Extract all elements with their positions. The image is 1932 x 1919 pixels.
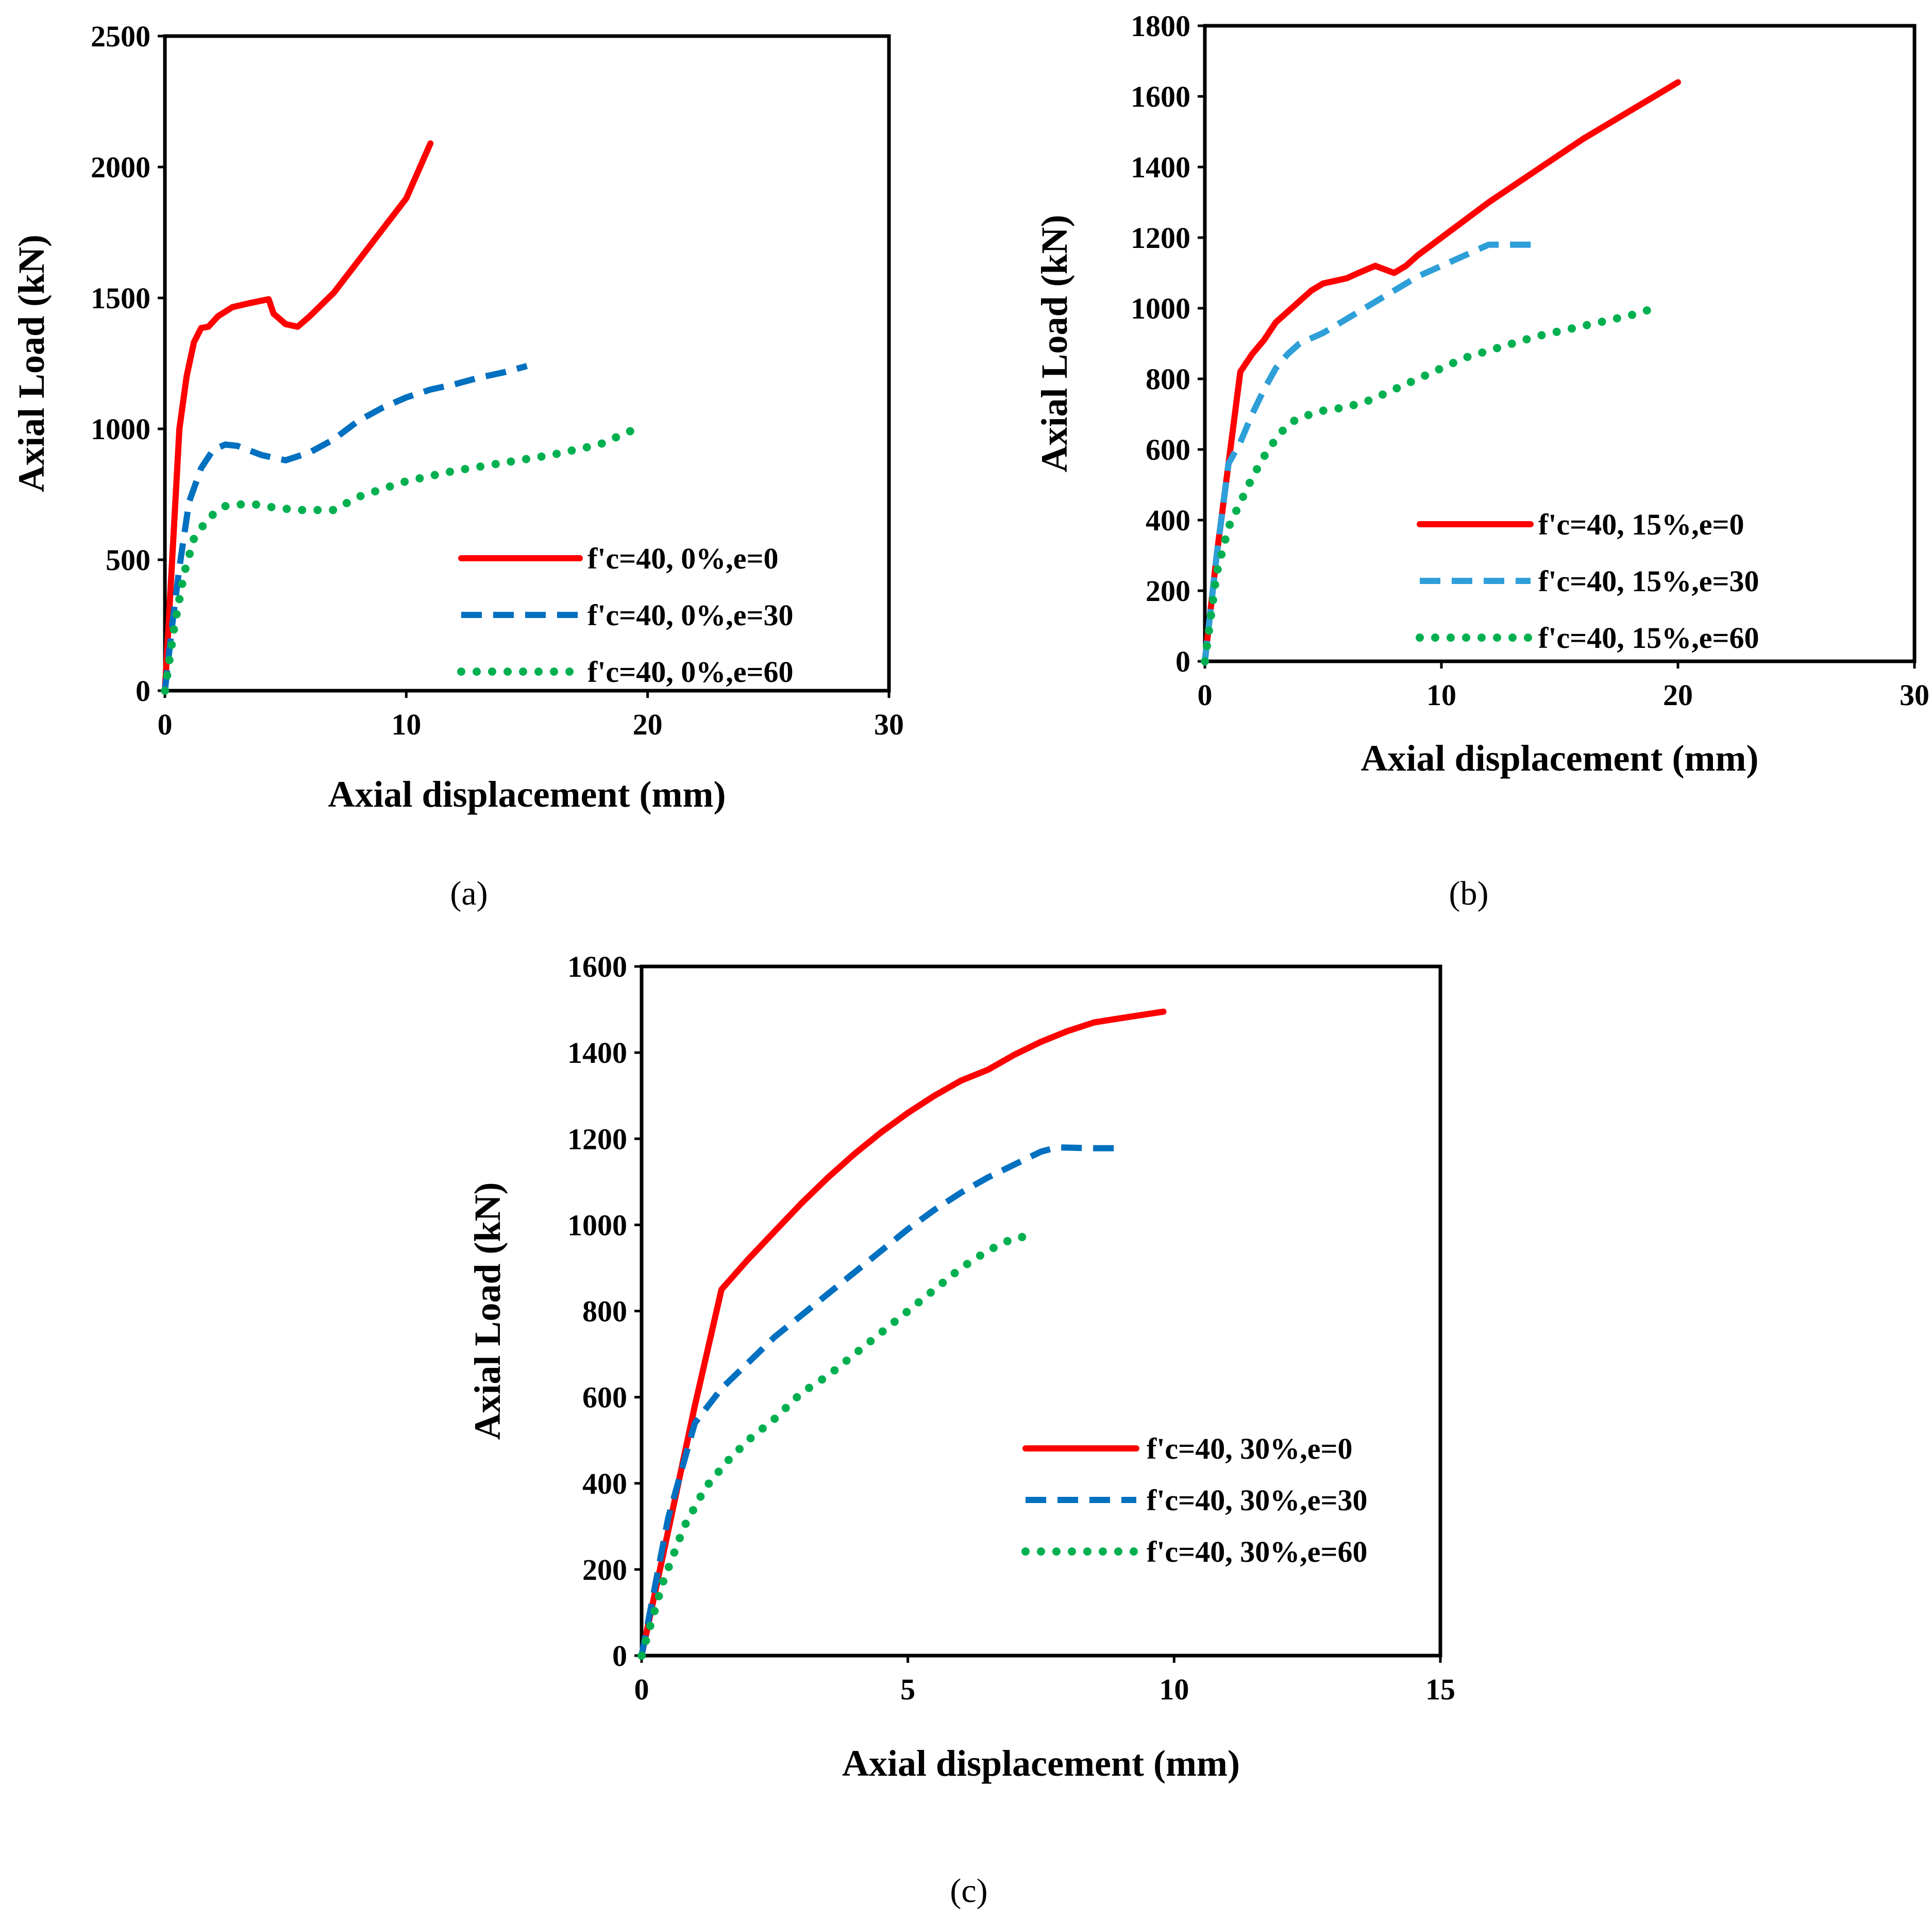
y-tick-label: 400 (582, 1467, 627, 1500)
chart-1: 0 200 400 600 800 1000 1200 1400 1600 1800 0 10 20 30… (1034, 9, 1929, 912)
y-tick-label: 1600 (1131, 80, 1190, 113)
y-tick-label: 1400 (1131, 151, 1190, 184)
series-line-0 (162, 140, 434, 694)
x-axis-label: Axial displacement (mm) (328, 774, 726, 815)
chart-caption: (c) (950, 1872, 987, 1910)
x-tick-label: 20 (633, 708, 663, 741)
y-tick-label: 600 (582, 1381, 627, 1414)
y-tick-label: 400 (1146, 504, 1190, 537)
plot-area-frame (163, 34, 891, 693)
series-line-1 (639, 1144, 1121, 1657)
legend-label-0: f'c=40, 15%,e=0 (1538, 508, 1744, 541)
series-line-2 (161, 425, 640, 695)
legend-label-2: f'c=40, 0%,e=60 (587, 655, 794, 689)
chart-0: 0 500 1000 1500 2000 2500 0 10 20 30 Axial displac… (11, 20, 904, 912)
y-tick-label: 1000 (91, 412, 150, 446)
y-tick-label: 0 (136, 674, 150, 708)
x-axis-label: Axial displacement (mm) (1361, 738, 1759, 779)
series-line-0 (1202, 79, 1681, 664)
legend-label-1: f'c=40, 30%,e=30 (1147, 1483, 1368, 1517)
y-tick-label: 1000 (1131, 292, 1190, 325)
chart-caption: (a) (450, 875, 488, 912)
x-tick-label: 0 (1198, 678, 1213, 712)
series-line-0 (639, 1008, 1167, 1659)
series-line-1 (1202, 241, 1536, 662)
y-tick-label: 1600 (567, 950, 627, 983)
y-tick-label: 800 (582, 1295, 627, 1328)
y-tick-label: 800 (1146, 362, 1190, 396)
x-tick-label: 0 (158, 708, 173, 741)
chart-caption: (b) (1449, 875, 1489, 912)
y-tick-label: 200 (1146, 574, 1190, 608)
legend-label-0: f'c=40, 30%,e=0 (1147, 1432, 1353, 1465)
legend-label-1: f'c=40, 15%,e=30 (1538, 564, 1759, 598)
x-tick-label: 5 (900, 1673, 915, 1706)
y-axis-label: Axial Load (kN) (11, 235, 52, 492)
x-tick-label: 15 (1425, 1673, 1455, 1706)
y-tick-label: 200 (582, 1553, 627, 1587)
x-tick-label: 10 (391, 708, 421, 741)
x-tick-label: 10 (1159, 1673, 1189, 1706)
legend-label-2: f'c=40, 15%,e=60 (1538, 621, 1759, 655)
chart-2: 0 200 400 600 800 1000 1200 1400 1600 0 5 10 15 Axial… (467, 950, 1455, 1910)
y-axis-label: Axial Load (kN) (1034, 214, 1075, 472)
legend-label-1: f'c=40, 0%,e=30 (587, 598, 794, 632)
y-tick-label: 600 (1146, 433, 1190, 466)
series-line-1 (162, 363, 528, 691)
plot-area-frame (1203, 24, 1917, 663)
series-line-2 (637, 1231, 1040, 1660)
y-tick-label: 1500 (91, 281, 150, 315)
y-tick-label: 1200 (567, 1122, 627, 1156)
y-tick-label: 500 (106, 543, 150, 577)
y-tick-label: 1400 (567, 1036, 627, 1070)
y-tick-label: 1200 (1131, 221, 1190, 255)
x-tick-label: 30 (874, 708, 904, 741)
x-tick-label: 10 (1426, 678, 1456, 712)
x-axis-label: Axial displacement (mm) (842, 1743, 1240, 1784)
y-tick-label: 0 (612, 1639, 627, 1673)
legend-label-2: f'c=40, 30%,e=60 (1147, 1535, 1368, 1568)
y-tick-label: 2000 (91, 151, 150, 184)
x-tick-label: 0 (634, 1673, 649, 1706)
x-tick-label: 20 (1663, 678, 1693, 712)
x-tick-label: 30 (1900, 678, 1929, 712)
y-axis-label: Axial Load (kN) (467, 1182, 508, 1440)
y-tick-label: 0 (1175, 645, 1190, 678)
y-tick-label: 2500 (91, 20, 150, 53)
y-tick-label: 1800 (1131, 9, 1190, 43)
series-line-2 (1201, 304, 1659, 665)
legend-label-0: f'c=40, 0%,e=0 (587, 542, 779, 575)
y-tick-label: 1000 (567, 1208, 627, 1242)
